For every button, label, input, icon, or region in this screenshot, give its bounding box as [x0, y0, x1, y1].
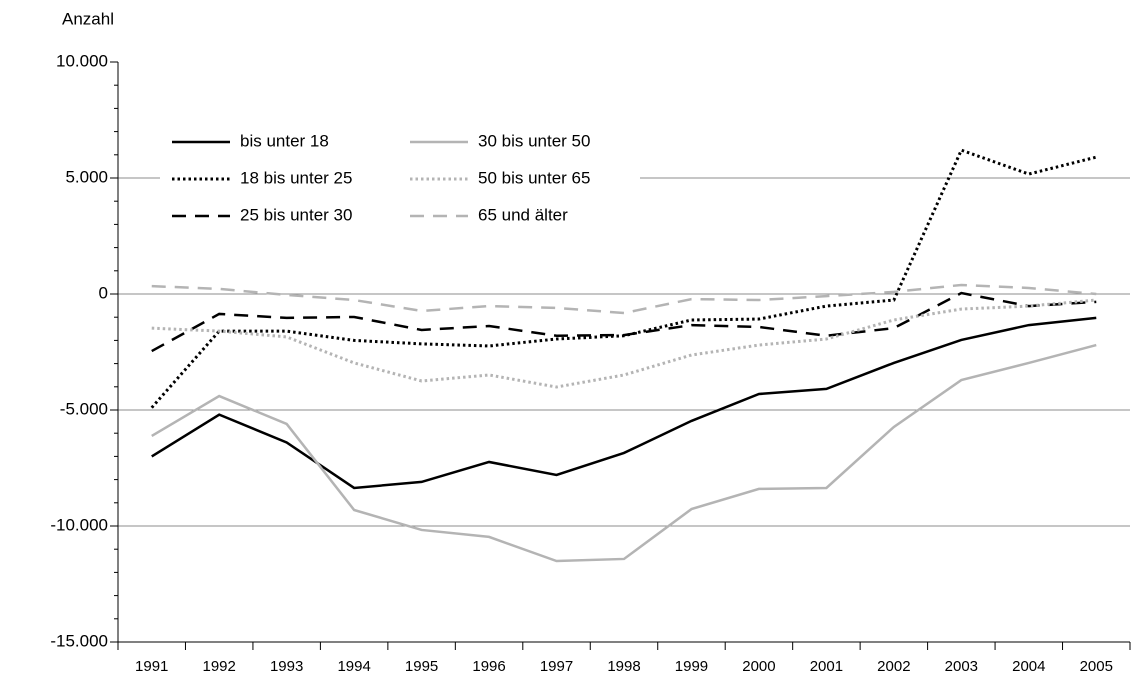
legend-label: 25 bis unter 30: [240, 205, 352, 224]
x-tick-label: 2004: [1012, 658, 1045, 675]
x-tick-label: 2005: [1080, 658, 1113, 675]
legend-label: 18 bis unter 25: [240, 168, 352, 187]
y-axis-label: Anzahl: [62, 9, 114, 28]
x-tick-label: 1996: [472, 658, 505, 675]
series-line: [151, 291, 1097, 353]
x-tick-label: 2000: [742, 658, 775, 675]
legend-label: 50 bis unter 65: [478, 168, 590, 187]
series-line: [151, 343, 1097, 563]
series-line: [151, 316, 1097, 490]
legend-label: 65 und älter: [478, 205, 568, 224]
x-tick-label: 1991: [135, 658, 168, 675]
y-tick-label: 10.000: [56, 51, 108, 70]
x-tick-label: 2001: [810, 658, 843, 675]
y-tick-label: 5.000: [65, 167, 108, 186]
y-tick-label: 0: [99, 283, 108, 302]
x-tick-label: 1998: [607, 658, 640, 675]
x-tick-label: 1999: [675, 658, 708, 675]
x-tick-label: 1994: [337, 658, 370, 675]
series-line: [151, 283, 1097, 315]
series-line: [151, 298, 1097, 389]
legend-background: [160, 125, 640, 235]
x-tick-label: 2003: [945, 658, 978, 675]
x-tick-label: 1997: [540, 658, 573, 675]
x-tick-label: 1993: [270, 658, 303, 675]
y-tick-label: -15.000: [50, 631, 108, 650]
x-tick-label: 2002: [877, 658, 910, 675]
x-tick-label: 1995: [405, 658, 438, 675]
legend-label: 30 bis unter 50: [478, 131, 590, 150]
y-tick-label: -10.000: [50, 515, 108, 534]
y-tick-label: -5.000: [60, 399, 108, 418]
x-tick-label: 1992: [203, 658, 236, 675]
legend-label: bis unter 18: [240, 131, 329, 150]
